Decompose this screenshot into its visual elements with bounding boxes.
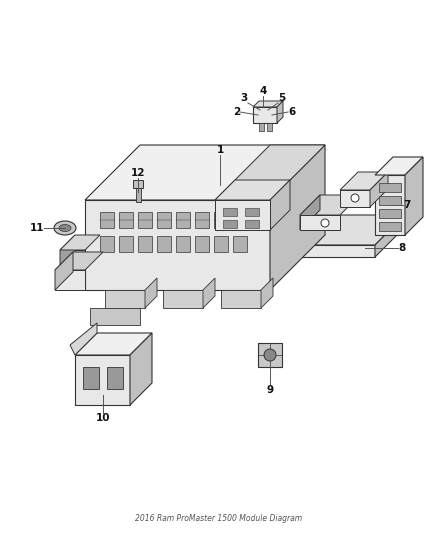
Text: 3: 3 — [241, 93, 248, 103]
Bar — [259, 123, 264, 131]
Polygon shape — [85, 145, 325, 200]
Polygon shape — [75, 333, 152, 355]
Polygon shape — [55, 252, 73, 290]
Polygon shape — [55, 252, 103, 270]
Polygon shape — [270, 180, 290, 230]
Polygon shape — [195, 236, 209, 252]
Polygon shape — [300, 215, 340, 230]
Polygon shape — [215, 145, 325, 200]
Polygon shape — [60, 250, 85, 280]
Text: 8: 8 — [398, 243, 405, 253]
Polygon shape — [176, 236, 190, 252]
Polygon shape — [277, 101, 283, 123]
Polygon shape — [105, 290, 145, 308]
Bar — [379, 183, 401, 192]
Polygon shape — [340, 172, 388, 190]
Polygon shape — [55, 270, 85, 290]
Polygon shape — [375, 157, 423, 175]
Polygon shape — [215, 200, 270, 230]
Polygon shape — [295, 245, 375, 257]
Polygon shape — [233, 212, 247, 228]
Bar — [379, 196, 401, 205]
Text: 2: 2 — [233, 107, 240, 117]
Circle shape — [351, 194, 359, 202]
Text: 10: 10 — [96, 413, 110, 423]
Polygon shape — [119, 212, 133, 228]
Polygon shape — [60, 235, 75, 280]
Text: 6: 6 — [288, 107, 295, 117]
Polygon shape — [214, 236, 228, 252]
Polygon shape — [270, 145, 325, 290]
Polygon shape — [375, 215, 405, 257]
Polygon shape — [70, 323, 97, 355]
Circle shape — [264, 349, 276, 361]
Bar — [223, 220, 237, 228]
Polygon shape — [300, 195, 320, 230]
Text: 4: 4 — [259, 86, 267, 96]
Polygon shape — [157, 236, 171, 252]
Polygon shape — [214, 212, 228, 228]
Polygon shape — [195, 212, 209, 228]
Text: 7: 7 — [403, 200, 410, 210]
Ellipse shape — [54, 221, 76, 235]
Bar — [136, 188, 141, 202]
Polygon shape — [253, 101, 283, 107]
Bar — [379, 209, 401, 218]
Polygon shape — [300, 195, 360, 215]
Polygon shape — [163, 290, 203, 308]
Text: 1: 1 — [216, 145, 224, 155]
Polygon shape — [157, 212, 171, 228]
Polygon shape — [340, 190, 370, 207]
Polygon shape — [405, 157, 423, 235]
Polygon shape — [176, 212, 190, 228]
Polygon shape — [295, 215, 405, 245]
Circle shape — [321, 219, 329, 227]
Bar — [83, 367, 99, 389]
Ellipse shape — [59, 224, 71, 231]
Text: 9: 9 — [266, 385, 274, 395]
Polygon shape — [145, 278, 157, 308]
Text: 12: 12 — [131, 168, 145, 178]
Polygon shape — [100, 212, 114, 228]
Bar — [267, 123, 272, 131]
Bar — [379, 222, 401, 231]
Bar — [223, 208, 237, 216]
Polygon shape — [75, 355, 130, 405]
Polygon shape — [90, 308, 140, 325]
Polygon shape — [375, 175, 405, 235]
Polygon shape — [138, 212, 152, 228]
Polygon shape — [100, 236, 114, 252]
Polygon shape — [130, 333, 152, 405]
Polygon shape — [258, 343, 282, 367]
Bar — [133, 180, 143, 188]
Polygon shape — [215, 180, 290, 200]
Polygon shape — [203, 278, 215, 308]
Polygon shape — [119, 236, 133, 252]
Polygon shape — [138, 236, 152, 252]
Bar — [245, 220, 259, 228]
Polygon shape — [261, 278, 273, 308]
Bar — [245, 208, 259, 216]
Text: 2016 Ram ProMaster 1500 Module Diagram: 2016 Ram ProMaster 1500 Module Diagram — [135, 514, 303, 523]
Polygon shape — [370, 172, 388, 207]
Polygon shape — [60, 235, 100, 250]
Text: 11: 11 — [29, 223, 44, 233]
Polygon shape — [85, 200, 270, 290]
Polygon shape — [221, 290, 261, 308]
Text: 5: 5 — [278, 93, 285, 103]
Polygon shape — [233, 236, 247, 252]
Polygon shape — [253, 107, 277, 123]
Bar — [107, 367, 123, 389]
